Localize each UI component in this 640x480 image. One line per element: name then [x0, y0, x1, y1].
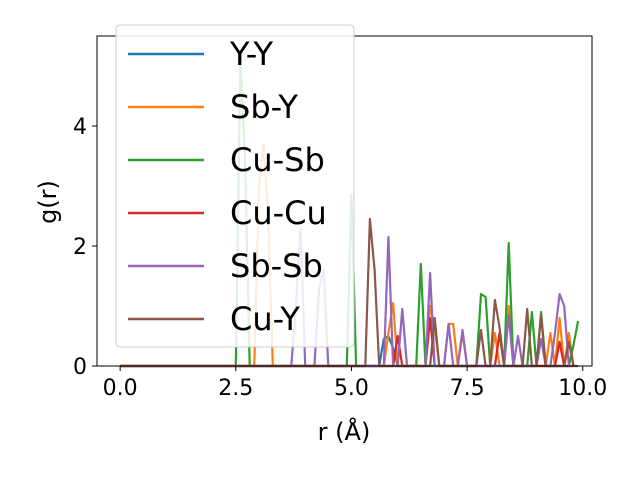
legend-label-cu-cu: Cu-Cu — [230, 194, 327, 232]
x-axis: 0.0 2.5 5.0 7.5 10.0 — [103, 366, 607, 401]
legend-label-sb-y: Sb-Y — [230, 88, 298, 126]
x-tick-label: 10.0 — [558, 376, 607, 401]
x-tick-label: 7.5 — [450, 376, 485, 401]
x-tick-label: 5.0 — [334, 376, 369, 401]
y-tick-label: 0 — [73, 355, 87, 380]
legend-label-sb-sb: Sb-Sb — [230, 247, 323, 285]
y-tick-label: 2 — [73, 235, 87, 260]
x-axis-label: r (Å) — [318, 417, 371, 446]
legend-label-cu-y: Cu-Y — [230, 300, 300, 338]
y-axis-label: g(r) — [34, 180, 62, 224]
legend-label-cu-sb: Cu-Sb — [230, 141, 325, 179]
y-axis: 0 2 4 — [73, 115, 97, 380]
y-tick-label: 4 — [73, 115, 87, 140]
legend-label-y-y: Y-Y — [229, 35, 274, 73]
legend-box — [115, 24, 355, 348]
x-tick-label: 2.5 — [218, 376, 253, 401]
legend: Y-Y Sb-Y Cu-Sb Cu-Cu Sb-Sb Cu-Y — [115, 24, 355, 348]
x-tick-label: 0.0 — [103, 376, 138, 401]
